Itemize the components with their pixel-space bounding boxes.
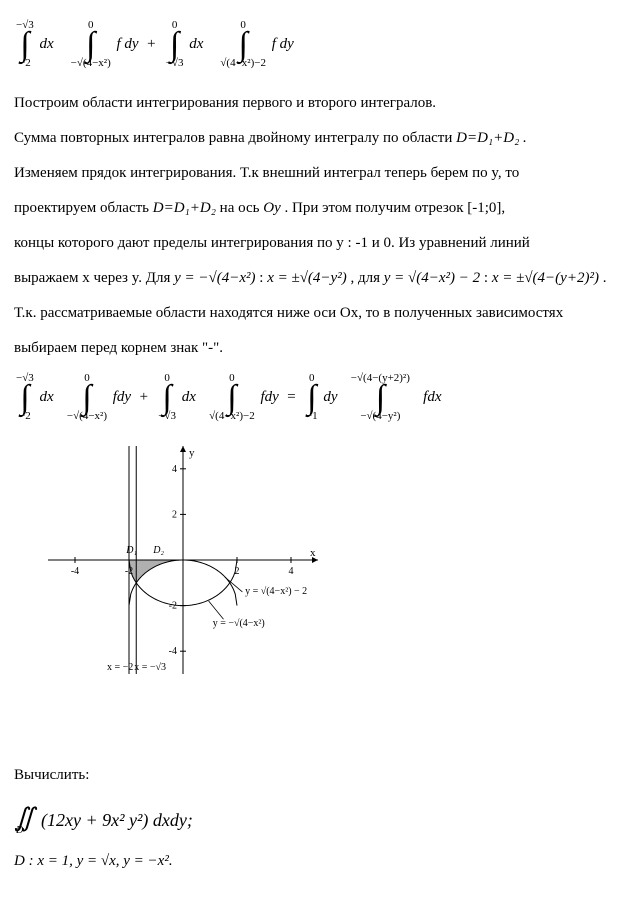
paragraph-4: проектируем область D=D₁+D₂ на ось Oy . …	[14, 198, 610, 219]
plus-1: +	[146, 36, 156, 52]
int-2: 0 ∫ −√(4−x²)	[71, 20, 111, 69]
f2-eq: =	[286, 389, 296, 405]
p6b-math: y = −√(4−x²)	[174, 270, 255, 286]
f2-integrand-2: fdy	[113, 389, 131, 405]
p2b-math: D=D₁+D₂ .	[456, 130, 527, 146]
svg-text:4: 4	[289, 566, 294, 577]
p6f-math: y = √(4−x²) − 2	[384, 270, 480, 286]
f2-int-1: −√3 ∫ −2	[16, 373, 34, 422]
paragraph-1: Построим области интегрирования первого …	[14, 93, 610, 114]
svg-text:x: x	[310, 547, 316, 559]
svg-text:-4: -4	[71, 566, 79, 577]
f2-int-4: 0 ∫ √(4−x²)−2	[209, 373, 255, 422]
p6d-math: x = ±√(4−y²)	[267, 270, 347, 286]
paragraph-5: концы которого дают пределы интегрирован…	[14, 233, 610, 254]
p4a-text: проектируем область	[14, 200, 153, 216]
int-1: −√3 ∫ −2	[16, 20, 34, 69]
paragraph-3: Изменяем прядок интегрирования. Т.к внеш…	[14, 163, 610, 184]
paragraph-7: Т.к. рассматриваемые области находятся н…	[14, 303, 610, 324]
formula-2: −√3 ∫ −2 dx 0 ∫ −√(4−x²) fdy + 0 ∫ −√3 d…	[14, 373, 610, 422]
dvar-1: dx	[40, 36, 54, 52]
integrand-4: f dy	[272, 36, 294, 52]
formula-1: −√3 ∫ −2 dx 0 ∫ −√(4−x²) f dy + 0 ∫ −√3 …	[14, 20, 610, 69]
task-2-title: Вычислить:	[14, 765, 610, 786]
svg-text:-2: -2	[169, 601, 177, 612]
f2-integrand-6: fdx	[423, 389, 441, 405]
dvar-3: dx	[189, 36, 203, 52]
svg-text:-4: -4	[169, 647, 177, 658]
p6h-math: x = ±√(4−(y+2)²)	[492, 270, 599, 286]
f2-int-5: 0 ∫ −1	[306, 373, 318, 422]
p4b-math: D=D₁+D₂	[153, 200, 216, 216]
int-4: 0 ∫ √(4−x²)−2	[220, 20, 266, 69]
f2-dvar-3: dx	[182, 389, 196, 405]
f2-int-2: 0 ∫ −√(4−x²)	[67, 373, 107, 422]
p4e-text: . При этом получим отрезок [-1;0],	[281, 200, 505, 216]
f2-int-3: 0 ∫ −√3	[158, 373, 176, 422]
paragraph-2: Сумма повторных интегралов равна двойном…	[14, 128, 610, 149]
svg-text:y: y	[189, 447, 195, 459]
int-3: 0 ∫ −√3	[166, 20, 184, 69]
iint-sub: D	[16, 824, 23, 838]
f2-integrand-4: fdy	[260, 389, 278, 405]
svg-text:D₂: D₂	[152, 546, 164, 557]
svg-text:x = −√3: x = −√3	[134, 662, 166, 673]
p4c-text: на ось	[216, 200, 263, 216]
task-2-integrand: (12xy + 9x² y²) dxdy;	[41, 810, 193, 830]
graph-svg: -4-224-4-224D₁D₂xyy = √(4−x²) − 2y = −√(…	[48, 446, 318, 674]
integration-region-graph: -4-224-4-224D₁D₂xyy = √(4−x²) − 2y = −√(…	[48, 446, 610, 681]
p6e-text: , для	[347, 270, 384, 286]
integrand-2: f dy	[117, 36, 139, 52]
p2a-text: Сумма повторных интегралов равна двойном…	[14, 130, 456, 146]
svg-text:y = √(4−x²) − 2: y = √(4−x²) − 2	[245, 587, 307, 598]
svg-text:D₁: D₁	[125, 546, 137, 557]
f2-dvar-5: dy	[323, 389, 337, 405]
svg-text:2: 2	[172, 510, 177, 521]
f2-plus-1: +	[139, 389, 149, 405]
p6a-text: выражаем x через y. Для	[14, 270, 174, 286]
p6g-text: :	[480, 270, 492, 286]
svg-text:4: 4	[172, 464, 177, 475]
f2-int-6: −√(4−(y+2)²) ∫ −√(4−y²)	[351, 373, 410, 422]
f2-dvar-1: dx	[40, 389, 54, 405]
p6c-text: :	[256, 270, 268, 286]
task-2-integral: ∬D (12xy + 9x² y²) dxdy;	[14, 800, 610, 836]
p6i-text: .	[599, 270, 607, 286]
double-integral-symbol: ∬D	[14, 803, 41, 832]
paragraph-6: выражаем x через y. Для y = −√(4−x²) : x…	[14, 268, 610, 289]
p4d-math: Oy	[263, 200, 281, 216]
task-2-domain: D : x = 1, y = √x, y = −x².	[14, 851, 610, 872]
paragraph-8: выбираем перед корнем знак "-".	[14, 338, 610, 359]
svg-text:x = −2: x = −2	[107, 662, 133, 673]
svg-text:y = −√(4−x²): y = −√(4−x²)	[213, 618, 265, 629]
